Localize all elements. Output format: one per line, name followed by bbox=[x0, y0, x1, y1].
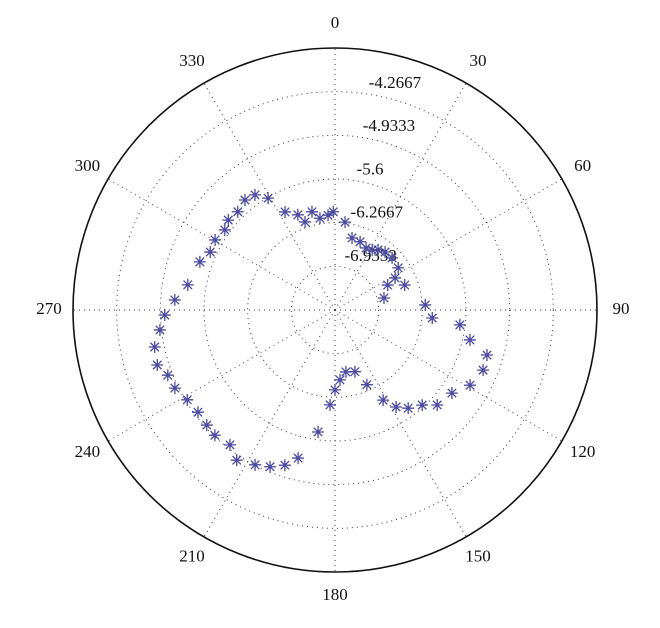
data-point bbox=[463, 333, 476, 346]
data-point bbox=[348, 365, 361, 378]
data-point bbox=[181, 278, 194, 291]
r-tick-label: -4.9333 bbox=[363, 116, 415, 135]
ring bbox=[290, 265, 380, 355]
spoke bbox=[203, 309, 336, 538]
data-point bbox=[372, 243, 385, 256]
data-point bbox=[313, 212, 326, 225]
ring bbox=[159, 134, 511, 486]
data-point bbox=[193, 255, 206, 268]
data-point bbox=[334, 373, 347, 386]
data-point bbox=[392, 261, 405, 274]
data-point bbox=[249, 188, 262, 201]
data-point bbox=[191, 406, 204, 419]
theta-tick-label: 270 bbox=[36, 299, 62, 318]
data-point bbox=[231, 205, 244, 218]
data-point bbox=[453, 318, 466, 331]
data-point bbox=[262, 192, 275, 205]
data-point bbox=[431, 398, 444, 411]
spoke bbox=[334, 309, 467, 538]
data-point bbox=[327, 205, 340, 218]
data-point bbox=[464, 379, 477, 392]
r-tick-label: -5.6 bbox=[357, 159, 384, 178]
ring bbox=[247, 222, 423, 398]
data-point bbox=[148, 341, 161, 354]
data-point bbox=[354, 235, 367, 248]
data-point bbox=[402, 402, 415, 415]
data-point bbox=[360, 241, 373, 254]
data-point bbox=[379, 245, 392, 258]
data-point bbox=[322, 209, 335, 222]
data-point bbox=[299, 215, 312, 228]
data-point bbox=[209, 233, 222, 246]
r-tick-label: -6.2667 bbox=[351, 203, 404, 222]
theta-tick-label: 60 bbox=[574, 156, 591, 175]
theta-tick-label: 120 bbox=[570, 442, 596, 461]
spoke bbox=[334, 178, 563, 311]
data-point bbox=[480, 349, 493, 362]
theta-tick-label: 30 bbox=[470, 51, 487, 70]
data-point bbox=[223, 438, 236, 451]
data-point bbox=[238, 194, 251, 207]
r-tick-label: -4.2667 bbox=[369, 73, 422, 92]
theta-tick-label: 90 bbox=[613, 299, 630, 318]
data-point bbox=[278, 459, 291, 472]
data-point bbox=[329, 383, 341, 396]
data-point bbox=[218, 223, 231, 236]
data-point bbox=[161, 369, 174, 382]
data-point bbox=[249, 458, 262, 471]
data-point bbox=[377, 394, 390, 407]
data-point bbox=[346, 231, 359, 244]
spoke bbox=[334, 309, 563, 442]
data-point bbox=[305, 205, 318, 218]
theta-tick-label: 300 bbox=[75, 156, 101, 175]
theta-tick-label: 330 bbox=[179, 51, 205, 70]
data-point bbox=[324, 398, 337, 411]
spoke bbox=[107, 309, 336, 442]
data-point bbox=[168, 293, 181, 306]
data-point bbox=[339, 365, 352, 378]
data-point bbox=[153, 323, 166, 336]
data-point bbox=[291, 208, 304, 221]
data-point bbox=[204, 246, 217, 259]
spoke bbox=[107, 178, 336, 311]
theta-tick-label: 210 bbox=[179, 547, 205, 566]
ring bbox=[203, 178, 467, 442]
data-point bbox=[230, 454, 243, 467]
data-point bbox=[279, 205, 292, 218]
data-point bbox=[339, 216, 352, 229]
outer-circle bbox=[72, 47, 598, 573]
data-point bbox=[151, 359, 164, 372]
data-point bbox=[292, 452, 305, 465]
data-point bbox=[222, 214, 235, 227]
data-point bbox=[381, 279, 394, 292]
data-point bbox=[426, 311, 439, 324]
data-point bbox=[477, 364, 490, 377]
theta-tick-label: 180 bbox=[322, 585, 348, 604]
data-point bbox=[264, 460, 277, 473]
data-point bbox=[419, 298, 432, 311]
data-point bbox=[445, 387, 458, 400]
theta-tick-label: 150 bbox=[465, 547, 491, 566]
data-point bbox=[168, 382, 181, 395]
theta-tick-label: 0 bbox=[331, 13, 340, 32]
data-point bbox=[398, 279, 411, 292]
data-point bbox=[181, 393, 194, 406]
data-point bbox=[360, 378, 373, 391]
ring bbox=[116, 91, 554, 529]
data-point bbox=[200, 419, 213, 432]
data-point bbox=[390, 400, 403, 413]
data-point bbox=[389, 271, 402, 284]
data-point bbox=[386, 251, 399, 264]
data-point bbox=[377, 291, 390, 304]
data-point bbox=[312, 425, 325, 438]
data-point bbox=[416, 399, 429, 412]
theta-tick-label: 240 bbox=[75, 442, 101, 461]
data-point bbox=[158, 309, 171, 322]
data-point bbox=[208, 429, 221, 442]
